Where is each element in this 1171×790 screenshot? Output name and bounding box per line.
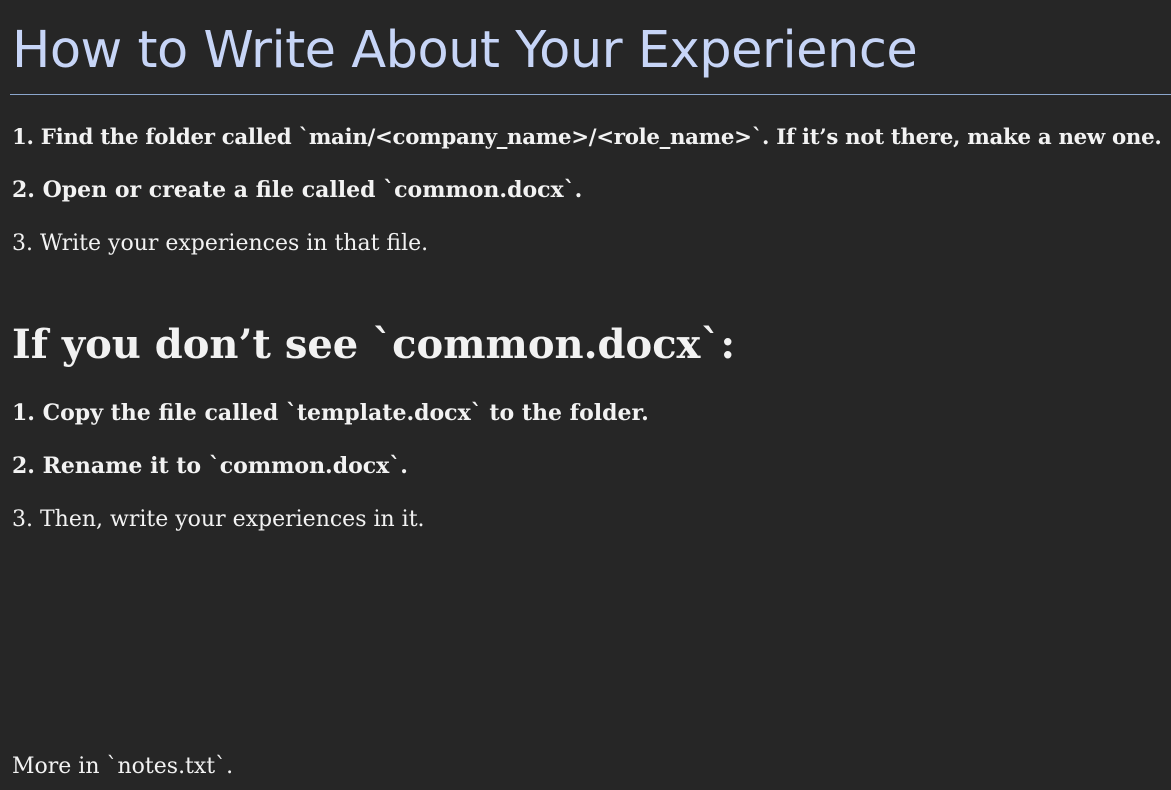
step-open-file: 2. Open or create a file called `common.…	[12, 177, 583, 203]
title-underline	[10, 94, 1171, 95]
document-title: How to Write About Your Experience	[12, 21, 918, 80]
section-heading: If you don’t see `common.docx`:	[12, 321, 736, 368]
step-write-experiences: 3. Write your experiences in that file.	[12, 231, 429, 256]
fallback-step-write: 3. Then, write your experiences in it.	[12, 507, 425, 532]
fallback-step-copy-template: 1. Copy the file called `template.docx` …	[12, 400, 649, 426]
step-find-folder: 1. Find the folder called `main/<company…	[12, 125, 1162, 150]
footer-note: More in `notes.txt`.	[12, 754, 234, 779]
fallback-step-rename: 2. Rename it to `common.docx`.	[12, 453, 408, 479]
